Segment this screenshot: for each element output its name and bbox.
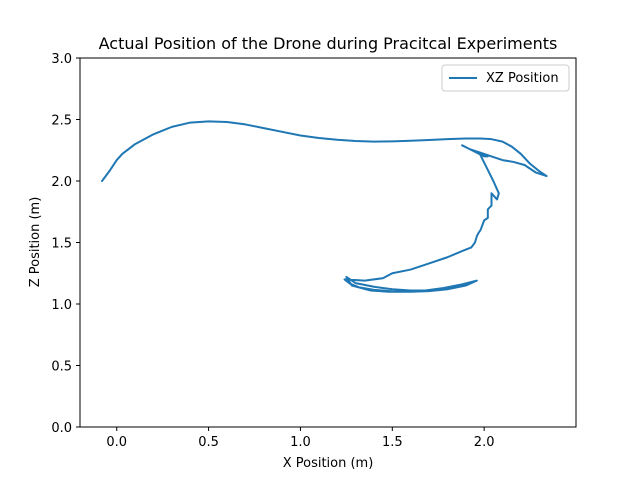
x-axis-ticks: 0.0 0.5 1.0 1.5 2.0 <box>106 427 494 450</box>
y-tick-label: 2.5 <box>51 114 72 129</box>
x-tick-label: 0.0 <box>106 435 127 450</box>
y-tick-label: 0.5 <box>51 360 72 375</box>
series-line-xz-position <box>101 120 548 293</box>
x-tick-label: 2.0 <box>474 435 495 450</box>
legend: XZ Position <box>441 64 570 92</box>
y-axis-label: Z Position (m) <box>28 197 43 288</box>
legend-label-xz-position: XZ Position <box>486 71 559 86</box>
y-tick-label: 3.0 <box>51 52 72 67</box>
legend-box <box>441 64 570 92</box>
x-tick-label: 1.5 <box>382 435 403 450</box>
x-axis-label: X Position (m) <box>283 456 374 471</box>
chart-title: Actual Position of the Drone during Prac… <box>99 34 558 53</box>
y-tick-label: 1.5 <box>51 237 72 252</box>
y-axis-ticks: 0.0 0.5 1.0 1.5 2.0 2.5 3.0 <box>51 52 80 436</box>
y-tick-label: 1.0 <box>51 298 72 313</box>
y-tick-label: 0.0 <box>51 421 72 436</box>
y-tick-label: 2.0 <box>51 175 72 190</box>
x-tick-label: 1.0 <box>290 435 311 450</box>
x-tick-label: 0.5 <box>198 435 219 450</box>
series-layer <box>101 120 548 293</box>
